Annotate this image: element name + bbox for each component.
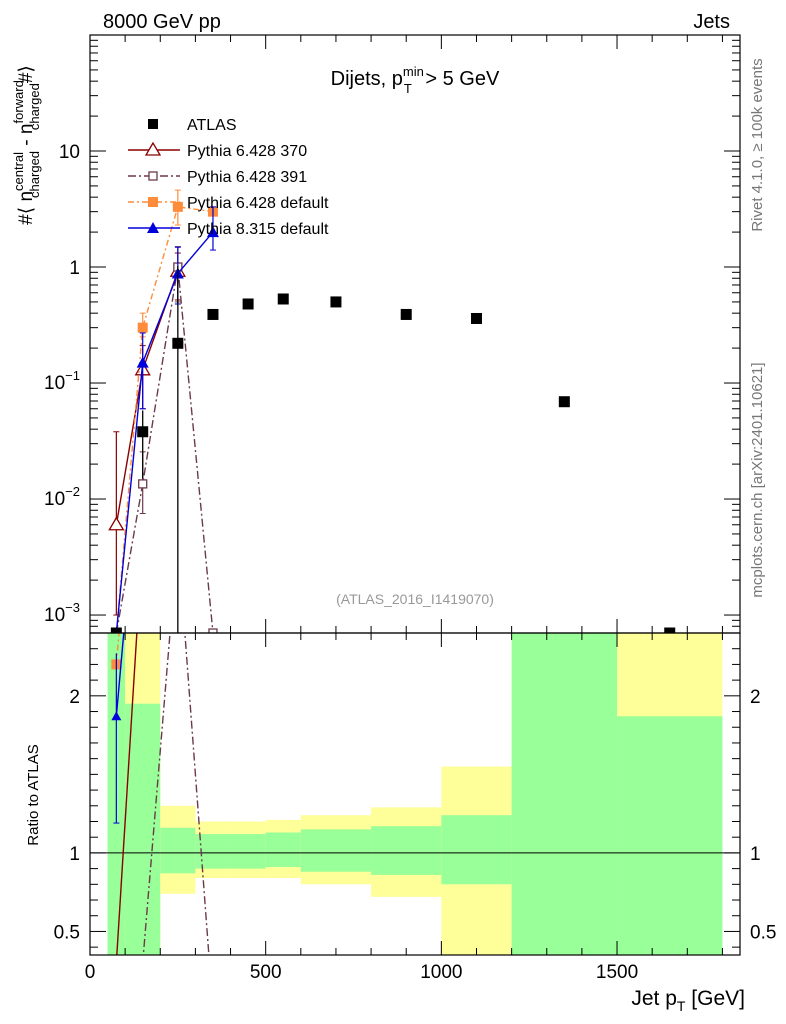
atlas-point <box>664 627 676 633</box>
data-point <box>108 516 125 531</box>
legend-entry: Pythia 6.428 default <box>128 195 329 212</box>
atlas-point <box>558 396 570 408</box>
legend-entry: Pythia 6.428 370 <box>128 141 307 160</box>
ratio-band-green <box>617 716 723 955</box>
data-point <box>148 197 158 207</box>
ratio-frame <box>89 632 741 956</box>
ratio-band-green <box>160 827 196 874</box>
data-point <box>208 628 218 633</box>
ratio-tick-label: 2 <box>69 687 80 708</box>
ratio-tick-label: 0.5 <box>54 922 80 943</box>
series-line <box>115 206 214 633</box>
legend-label: Pythia 6.428 default <box>187 195 329 212</box>
ratio-band-green <box>511 633 618 955</box>
ratio-line <box>142 633 210 955</box>
atlas-point <box>400 308 412 320</box>
atlas-point <box>470 312 482 324</box>
rivet-label: Rivet 4.1.0, ≥ 100k events <box>749 58 766 231</box>
legend-label: ATLAS <box>187 117 237 134</box>
atlas-point <box>277 293 289 305</box>
analysis-watermark: (ATLAS_2016_I1419070) <box>336 591 494 607</box>
ratio-band-green <box>230 834 266 869</box>
ratio-tick-label-right: 0.5 <box>750 922 776 943</box>
ratio-band-green <box>300 829 372 872</box>
x-tick-label: 1000 <box>420 962 462 983</box>
atlas-point <box>242 298 254 310</box>
ratio-plot <box>111 633 210 955</box>
data-point <box>138 479 148 489</box>
legend-label: Pythia 6.428 370 <box>187 143 307 160</box>
data-point <box>206 226 219 238</box>
ratio-tick-label-right: 2 <box>750 687 761 708</box>
data-point <box>144 141 162 156</box>
legend-entry: Pythia 8.315 default <box>128 221 329 238</box>
ratio-tick-label: 1 <box>69 844 80 865</box>
data-point <box>137 322 148 333</box>
plot-title: Dijets, pmin T > 5 GeV <box>331 64 500 96</box>
atlas-point <box>172 337 184 349</box>
ratio-band-green <box>371 826 442 875</box>
y-tick-label: 10−3 <box>44 600 80 626</box>
data-point <box>136 356 149 368</box>
atlas-point <box>330 296 342 308</box>
legend-entry: ATLAS <box>148 117 237 134</box>
y-axis-label: #⟨ ncentralcharged - nforwardcharged#⟩ <box>11 65 42 225</box>
x-tick-label: 0 <box>85 962 96 983</box>
atlas-point <box>137 426 149 438</box>
series-line <box>115 231 214 633</box>
data-point <box>147 222 159 233</box>
y-tick-label: 10−1 <box>44 368 80 394</box>
x-tick-label: 1500 <box>596 962 638 983</box>
data-point <box>148 119 158 129</box>
legend-entry: Pythia 6.428 391 <box>128 169 307 186</box>
y-tick-label: 1 <box>69 258 80 279</box>
header-process: Jets <box>693 11 730 33</box>
data-point <box>111 711 122 721</box>
plot-frames: 0 500 1000 1500 10−3 10−2 10−1 1 10 0.5 0.5 1 1 2 2 <box>44 34 776 983</box>
ratio-axis-label: Ratio to ATLAS <box>25 744 42 845</box>
main-plot <box>108 189 676 633</box>
header-collision: 8000 GeV pp <box>103 11 221 33</box>
ratio-line <box>116 633 138 955</box>
legend: ATLAS Pythia 6.428 370 Pythia 6.428 391 Pyt… <box>128 117 329 238</box>
x-tick-label: 500 <box>250 962 282 983</box>
mcplots-label: mcplots.cern.ch [arXiv:2401.10621] <box>749 362 766 597</box>
ratio-bands <box>90 633 740 955</box>
data-point <box>148 171 158 181</box>
y-tick-label: 10−2 <box>44 484 80 510</box>
ratio-tick-label-right: 1 <box>750 844 761 865</box>
ratio-plot-area <box>111 633 210 955</box>
ratio-line <box>115 633 125 717</box>
x-axis-label: Jet pT [GeV] <box>631 987 745 1014</box>
legend-label: Pythia 8.315 default <box>187 221 329 238</box>
series-line <box>115 266 214 633</box>
legend-label: Pythia 6.428 391 <box>187 169 307 186</box>
ratio-band-green <box>441 815 512 885</box>
ratio-band-green <box>265 832 301 868</box>
y-tick-label: 10 <box>59 142 80 163</box>
main-plot-area <box>108 189 676 633</box>
atlas-point <box>207 308 219 320</box>
data-point <box>172 201 183 212</box>
atlas-point <box>110 627 122 633</box>
